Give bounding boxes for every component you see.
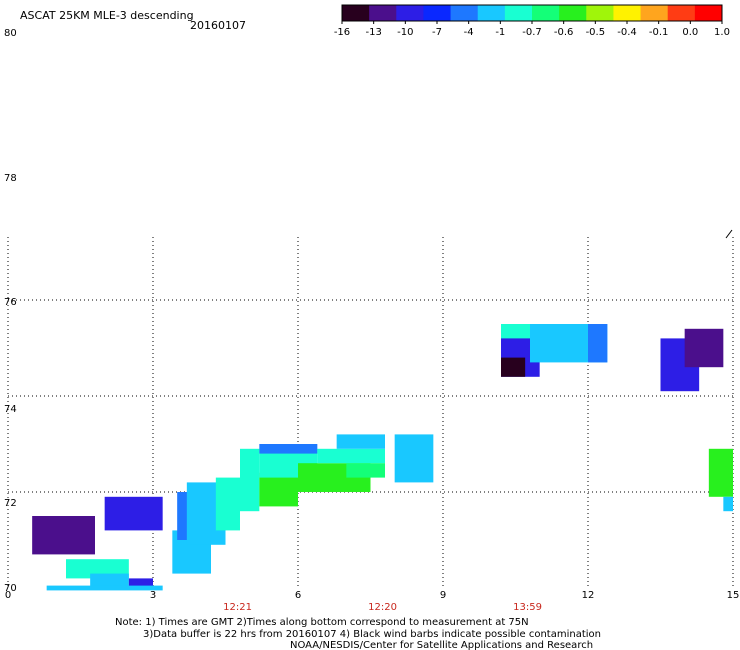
colorbar-swatch xyxy=(694,5,723,21)
data-cell xyxy=(259,444,318,454)
data-cell xyxy=(317,448,385,464)
y-tick-label: 70 xyxy=(4,583,17,594)
colorbar-swatch xyxy=(369,5,397,21)
data-cell xyxy=(128,578,153,588)
y-tick-label: 72 xyxy=(4,498,17,509)
colorbar-swatch xyxy=(667,5,696,21)
colorbar-label: -0.4 xyxy=(617,27,637,38)
colorbar-label: -0.7 xyxy=(522,27,542,38)
colorbar-swatch xyxy=(586,5,614,21)
colorbar-swatch xyxy=(504,5,533,21)
data-cell xyxy=(104,496,163,531)
colorbar-label: -0.1 xyxy=(649,27,669,38)
colorbar-label: -16 xyxy=(334,27,350,38)
time-label: 12:20 xyxy=(368,602,397,613)
time-label: 13:59 xyxy=(513,602,542,613)
x-tick-label: 6 xyxy=(295,590,301,601)
colorbar-label: -13 xyxy=(365,27,381,38)
colorbar-swatch xyxy=(342,5,370,21)
colorbar-swatch xyxy=(559,5,587,21)
colorbar-label: -0.5 xyxy=(586,27,606,38)
y-axis-ticks: 80 78 76 74 72 70 xyxy=(4,28,17,594)
data-cell xyxy=(259,472,298,507)
note-line-1: Note: 1) Times are GMT 2)Times along bot… xyxy=(115,617,529,628)
chart-title: ASCAT 25KM MLE-3 descending xyxy=(20,9,194,22)
time-label: 12:21 xyxy=(223,602,252,613)
data-cell xyxy=(46,585,163,591)
data-cell xyxy=(501,357,526,377)
data-cell xyxy=(32,516,95,555)
colorbar-label: 0.0 xyxy=(682,27,698,38)
data-cell xyxy=(240,448,260,512)
data-cell xyxy=(723,496,733,512)
colorbar-label: -1 xyxy=(495,27,505,38)
note-line-3: NOAA/NESDIS/Center for Satellite Applica… xyxy=(290,640,593,650)
x-axis-ticks: 0 3 6 9 12 15 xyxy=(5,590,740,601)
colorbar-label: -7 xyxy=(432,27,442,38)
colorbar-label: -0.6 xyxy=(554,27,574,38)
time-labels: 12:21 12:20 13:59 xyxy=(223,602,542,613)
colorbar-label: 1.0 xyxy=(714,27,730,38)
data-cell xyxy=(394,434,434,483)
x-tick-label: 15 xyxy=(727,590,740,601)
y-tick-label: 80 xyxy=(4,28,17,39)
chart-date: 20160107 xyxy=(190,19,246,32)
colorbar-label: -10 xyxy=(397,27,413,38)
data-cell xyxy=(708,448,733,497)
data-cell xyxy=(336,434,385,449)
data-cell xyxy=(588,324,608,363)
data-cells xyxy=(32,324,733,591)
colorbar-swatch xyxy=(477,5,506,21)
data-cell xyxy=(90,573,129,588)
data-cell xyxy=(346,463,385,478)
y-tick-label: 78 xyxy=(4,173,17,184)
x-tick-label: 12 xyxy=(582,590,595,601)
colorbar-swatch xyxy=(423,5,452,21)
data-cell xyxy=(684,328,724,368)
x-tick-label: 0 xyxy=(5,590,11,601)
grid-lines xyxy=(7,229,734,588)
plot-area: 0 3 6 9 12 15 80 78 76 74 72 70 12:21 12:20 13:59 xyxy=(4,28,739,613)
colorbar-swatch xyxy=(640,5,669,21)
x-tick-label: 3 xyxy=(150,590,156,601)
colorbar-swatch xyxy=(396,5,424,21)
note-line-2: 3)Data buffer is 22 hrs from 20160107 4)… xyxy=(143,629,601,640)
colorbar-swatch xyxy=(532,5,560,21)
colorbar-swatch xyxy=(450,5,479,21)
colorbar: -16 -13 -10 -7 -4 -1 -0.7 -0.6 -0.5 -0.4 -0.1 0.0 1.… xyxy=(334,4,730,38)
y-tick-label: 74 xyxy=(4,404,17,415)
wind-barb xyxy=(725,229,733,239)
x-tick-label: 9 xyxy=(440,590,446,601)
colorbar-swatch xyxy=(613,5,642,21)
colorbar-label: -4 xyxy=(464,27,474,38)
data-cell xyxy=(501,324,530,339)
y-tick-label: 76 xyxy=(4,297,17,308)
data-cell xyxy=(215,477,240,531)
